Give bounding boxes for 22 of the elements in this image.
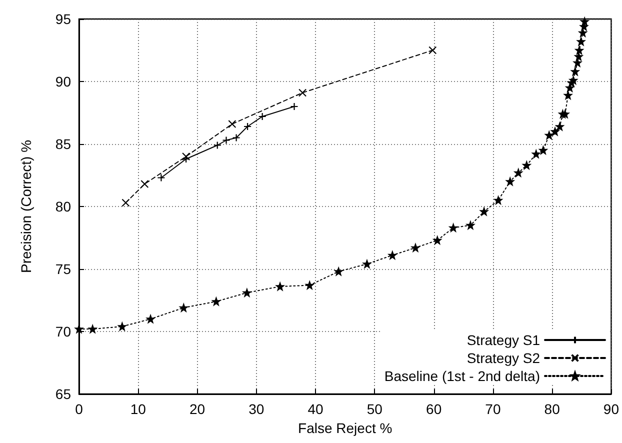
y-tick-label: 70 xyxy=(55,324,72,340)
x-tick-label: 30 xyxy=(248,401,264,417)
legend-label: Baseline (1st - 2nd delta) xyxy=(384,368,540,384)
y-tick-label: 65 xyxy=(55,386,72,402)
y-tick-label: 75 xyxy=(55,261,72,277)
x-tick-label: 80 xyxy=(544,401,560,417)
y-tick-label: 90 xyxy=(55,74,72,90)
legend-label: Strategy S2 xyxy=(466,350,540,366)
y-tick-label: 95 xyxy=(55,11,72,27)
x-tick-label: 10 xyxy=(130,401,146,417)
x-tick-label: 20 xyxy=(189,401,206,417)
x-tick-label: 60 xyxy=(426,401,442,417)
x-tick-label: 40 xyxy=(308,401,324,417)
x-tick-label: 90 xyxy=(603,401,620,417)
x-axis-title: False Reject % xyxy=(298,420,392,436)
x-tick-label: 70 xyxy=(485,401,501,417)
x-tick-label: 50 xyxy=(366,401,383,417)
y-tick-label: 85 xyxy=(55,136,72,152)
y-axis-title: Precision (Correct) % xyxy=(18,140,34,274)
x-tick-label: 0 xyxy=(75,401,84,417)
y-tick-label: 80 xyxy=(55,198,72,214)
legend-label: Strategy S1 xyxy=(466,332,540,348)
